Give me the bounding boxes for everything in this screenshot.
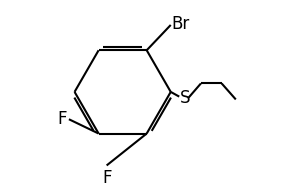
Text: S: S bbox=[180, 89, 191, 107]
Text: F: F bbox=[58, 110, 67, 128]
Text: F: F bbox=[102, 169, 111, 187]
Text: Br: Br bbox=[172, 15, 190, 33]
